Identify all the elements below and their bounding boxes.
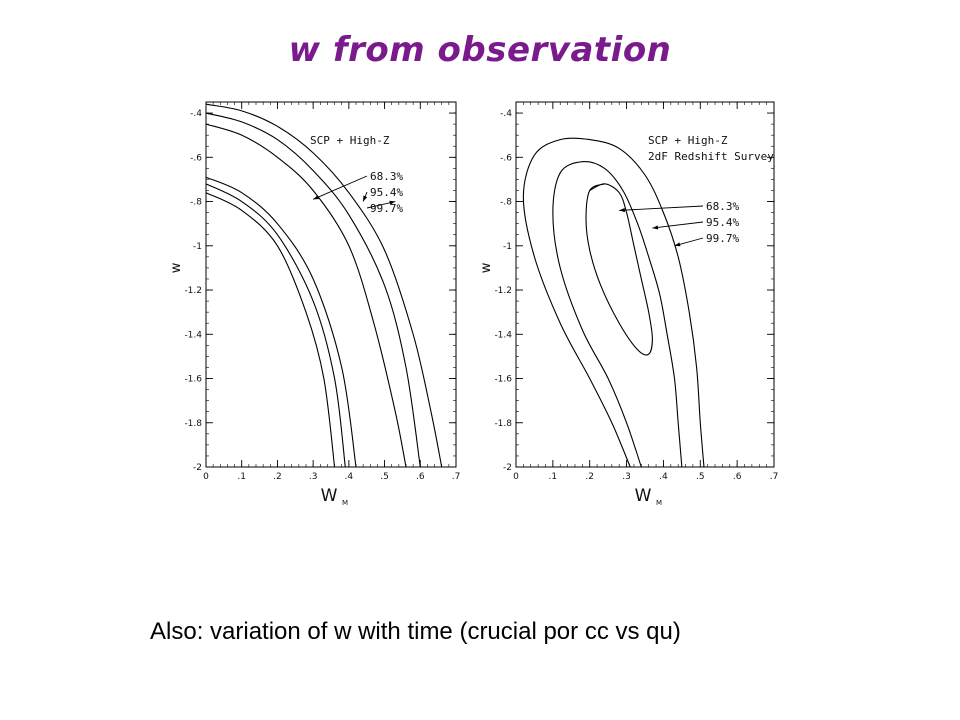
contour-95-4pct — [205, 112, 421, 468]
slide-caption: Also: variation of w with time (crucial … — [150, 618, 681, 645]
x-axis-label: W — [635, 486, 652, 506]
x-tick-label: 0 — [513, 472, 519, 482]
x-tick-label: .7 — [452, 472, 460, 482]
y-tick-label: -1 — [193, 242, 202, 252]
x-tick-label: .4 — [659, 472, 668, 482]
level-arrowhead — [619, 208, 625, 213]
contour-68-3pct — [205, 192, 336, 468]
y-tick-label: -1.8 — [494, 419, 512, 429]
x-axis-label: W — [321, 486, 338, 506]
x-tick-label: .3 — [309, 472, 318, 482]
y-tick-label: -1.2 — [184, 286, 202, 296]
level-arrowhead — [389, 200, 396, 205]
level-arrowhead — [363, 195, 368, 202]
y-tick-label: -2 — [503, 463, 512, 473]
y-tick-label: -1.6 — [184, 375, 202, 385]
contour-95-4pct — [552, 161, 683, 468]
y-tick-label: -.4 — [190, 109, 202, 119]
y-tick-label: -.6 — [500, 153, 512, 163]
y-tick-label: -1.2 — [494, 286, 512, 296]
y-tick-label: -.6 — [190, 153, 202, 163]
y-tick-label: -1.6 — [494, 375, 512, 385]
contour-68-3pct — [205, 123, 407, 468]
slide-title: w from observation — [288, 30, 672, 70]
x-tick-label: .1 — [549, 472, 558, 482]
x-tick-label: .6 — [733, 472, 742, 482]
contour-99-7pct — [205, 103, 443, 468]
x-tick-label: .4 — [345, 472, 354, 482]
level-label: 68.3% — [706, 200, 739, 213]
y-tick-label: -1.8 — [184, 419, 202, 429]
level-arrowhead — [313, 195, 320, 200]
level-arrow — [619, 205, 704, 211]
x-tick-label: .2 — [585, 472, 594, 482]
level-arrowhead — [674, 242, 681, 247]
y-tick-label: -1.4 — [184, 330, 202, 340]
x-tick-label: .5 — [696, 472, 705, 482]
y-axis-label: w — [479, 262, 494, 273]
y-axis-label: w — [169, 262, 184, 273]
y-tick-label: -.8 — [500, 198, 512, 208]
level-arrow — [312, 175, 368, 200]
y-tick-label: -2 — [193, 463, 202, 473]
y-tick-label: -.8 — [190, 198, 202, 208]
level-arrow — [652, 221, 704, 229]
contour-95-4pct — [205, 183, 346, 468]
contour-99-7pct — [205, 176, 357, 468]
x-axis-label-subscript: M — [656, 499, 662, 507]
dataset-label: SCP + High-Z — [648, 134, 728, 147]
contour-plot-left: 0 .1 .2 .3 .4 .5 .6 .7 -2 -1.8 -1.6 -1.4 -1.2 -1 -.8 -.… — [169, 101, 460, 507]
y-tick-label: -.4 — [500, 109, 512, 119]
y-tick-label: -1 — [503, 242, 512, 252]
x-tick-label: .6 — [416, 472, 425, 482]
plot-frame — [205, 101, 457, 468]
x-tick-label: .5 — [380, 472, 389, 482]
level-arrowhead — [652, 225, 659, 230]
level-label: 68.3% — [370, 170, 403, 183]
x-axis-label-subscript: M — [342, 499, 348, 507]
x-tick-label: .1 — [237, 472, 246, 482]
contour-plot-right: 0 .1 .2 .3 .4 .5 .6 .7 -2 -1.8 -1.6 -1.4 -1.2 -1 -.8 -.… — [479, 101, 779, 507]
x-tick-label: 0 — [203, 472, 209, 482]
y-tick-label: -1.4 — [494, 330, 512, 340]
contour-68-3pct — [585, 183, 653, 356]
contour-99-7pct — [522, 137, 705, 468]
x-tick-label: .2 — [273, 472, 282, 482]
dataset-label: 2dF Redshift Survey — [648, 150, 774, 163]
dataset-label: SCP + High-Z — [310, 134, 390, 147]
level-label: 95.4% — [370, 186, 403, 199]
x-tick-label: .7 — [770, 472, 779, 482]
level-label: 95.4% — [706, 216, 739, 229]
level-label: 99.7% — [706, 232, 739, 245]
x-tick-label: .3 — [622, 472, 631, 482]
plot-frame — [515, 101, 775, 468]
